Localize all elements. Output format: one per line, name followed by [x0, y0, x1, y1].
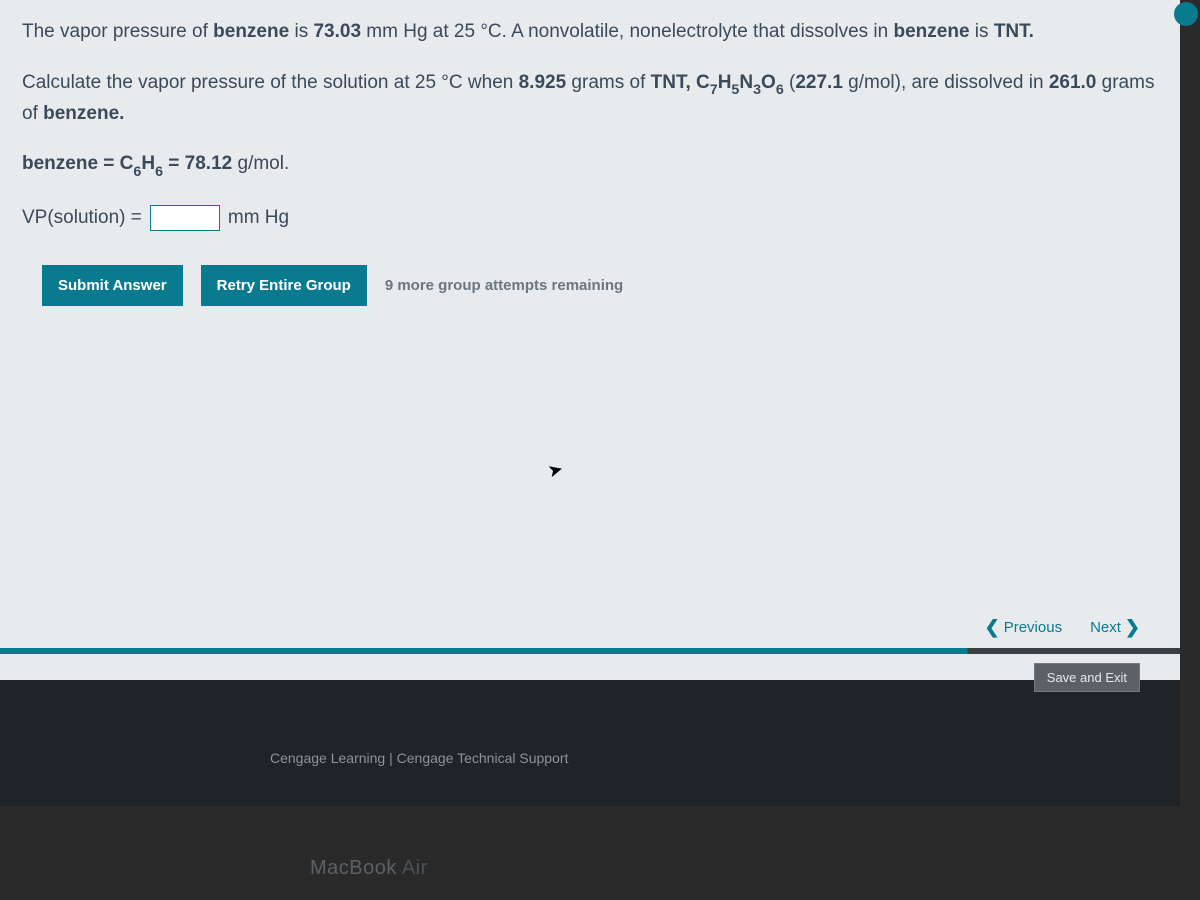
text: g/mol), are dissolved in	[843, 72, 1049, 93]
text: mm Hg at 25 °C. A nonvolatile, nonelectr…	[361, 21, 893, 42]
retry-group-button[interactable]: Retry Entire Group	[201, 265, 367, 306]
footer-links: Cengage Learning | Cengage Technical Sup…	[270, 750, 1180, 766]
separator: |	[385, 750, 396, 766]
answer-unit: mm Hg	[228, 207, 289, 229]
cengage-learning-link[interactable]: Cengage Learning	[270, 750, 385, 766]
chevron-right-icon: ❯	[1125, 617, 1140, 638]
next-link[interactable]: Next ❯	[1090, 617, 1140, 638]
text: grams of	[566, 72, 650, 93]
bold: TNT.	[994, 21, 1034, 42]
bold: benzene = C6H6 = 78.12	[22, 153, 232, 174]
corner-badge-icon	[1174, 2, 1198, 26]
save-exit-wrap: Save and Exit	[1034, 663, 1140, 692]
footer: Cengage Learning | Cengage Technical Sup…	[0, 680, 1180, 806]
bold: 73.03	[313, 21, 361, 42]
bold: benzene	[894, 21, 970, 42]
technical-support-link[interactable]: Cengage Technical Support	[397, 750, 569, 766]
submit-answer-button[interactable]: Submit Answer	[42, 265, 183, 306]
problem-paragraph-1: The vapor pressure of benzene is 73.03 m…	[22, 18, 1158, 47]
attempts-remaining: 9 more group attempts remaining	[385, 277, 623, 294]
answer-row: VP(solution) = mm Hg	[22, 205, 1158, 231]
bold: benzene	[213, 21, 289, 42]
nav-label: Next	[1090, 619, 1121, 636]
problem-paragraph-2: Calculate the vapor pressure of the solu…	[22, 69, 1158, 129]
nav-row: ❮ Previous Next ❯	[985, 617, 1140, 638]
vp-solution-input[interactable]	[150, 205, 220, 231]
text: The vapor pressure of	[22, 21, 213, 42]
nav-label: Previous	[1004, 619, 1062, 636]
question-panel: The vapor pressure of benzene is 73.03 m…	[0, 0, 1180, 680]
text: is	[970, 21, 994, 42]
save-and-exit-button[interactable]: Save and Exit	[1034, 663, 1140, 692]
bold: 227.1	[795, 72, 843, 93]
text: is	[289, 21, 313, 42]
device-label: MacBook Air	[310, 857, 428, 880]
bold: 8.925	[519, 72, 567, 93]
text: g/mol.	[232, 153, 289, 174]
answer-label: VP(solution) =	[22, 207, 142, 229]
chevron-left-icon: ❮	[985, 617, 1000, 638]
action-row: Submit Answer Retry Entire Group 9 more …	[42, 265, 1158, 306]
progress-bar	[0, 648, 1180, 654]
previous-link[interactable]: ❮ Previous	[985, 617, 1062, 638]
text: (	[784, 72, 796, 93]
bold: TNT, C7H5N3O6	[651, 72, 784, 93]
problem-paragraph-3: benzene = C6H6 = 78.12 g/mol.	[22, 150, 1158, 181]
bold: 261.0	[1049, 72, 1097, 93]
text: Calculate the vapor pressure of the solu…	[22, 72, 519, 93]
bold: benzene.	[43, 103, 124, 124]
